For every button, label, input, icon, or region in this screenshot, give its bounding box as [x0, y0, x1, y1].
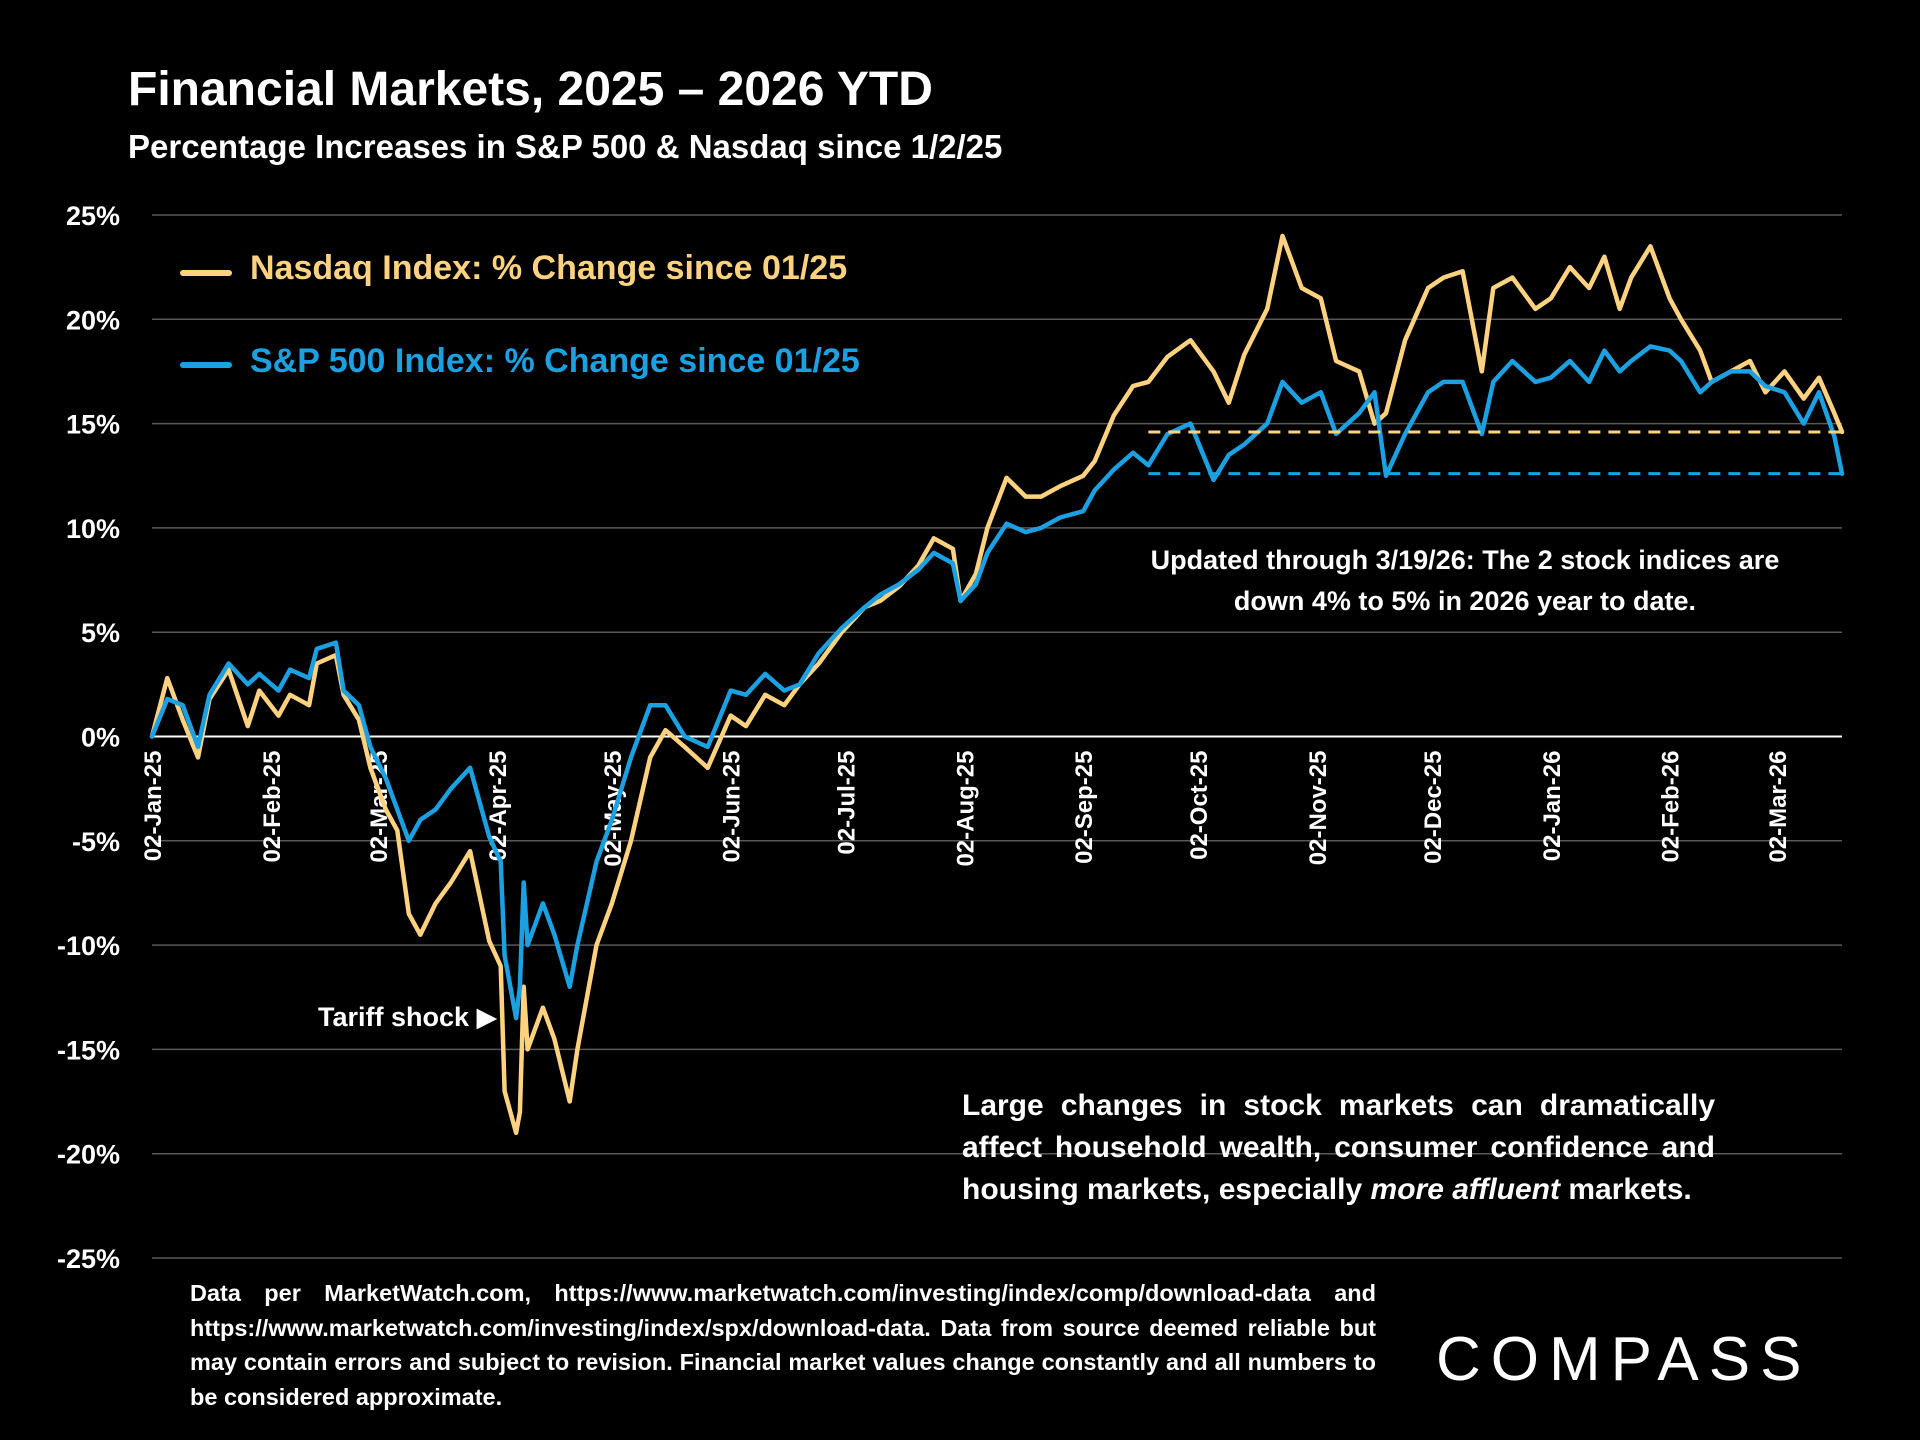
x-tick-label: 02-Sep-25 [1071, 751, 1098, 864]
y-tick-label: 20% [66, 305, 120, 335]
y-tick-label: 5% [81, 618, 120, 648]
y-tick-label: -25% [57, 1244, 120, 1274]
y-tick-label: 0% [81, 723, 120, 753]
x-tick-label: 02-Aug-25 [952, 750, 979, 866]
legend-label-nasdaq: Nasdaq Index: % Change since 01/25 [250, 249, 848, 287]
updated-note: Updated through 3/19/26: The 2 stock ind… [1150, 545, 1780, 616]
x-tick-label: 02-Dec-25 [1420, 751, 1447, 864]
note-text-emphasis: more affluent [1370, 1173, 1560, 1206]
compass-logo: COMPASS [1436, 1325, 1812, 1394]
x-tick-label: 02-Jul-25 [834, 751, 861, 855]
x-tick-label: 02-Feb-25 [259, 751, 286, 863]
x-tick-label: 02-Jan-26 [1539, 751, 1566, 862]
tariff-shock-text: Tariff shock [318, 1002, 470, 1032]
x-tick-label: 02-Oct-25 [1186, 751, 1213, 860]
legend-swatch-sp500 [180, 362, 232, 368]
x-tick-label: 02-Jan-25 [140, 751, 167, 862]
y-tick-label: 15% [66, 410, 120, 440]
y-tick-label: -15% [57, 1035, 120, 1065]
tariff-shock-label: Tariff shock ▶ [318, 1002, 497, 1033]
sp500-series-line [149, 344, 1845, 1021]
legend-label-sp500: S&P 500 Index: % Change since 01/25 [250, 342, 860, 380]
y-tick-label: -20% [57, 1140, 120, 1170]
note-text-pre: Large changes in stock markets can drama… [962, 1089, 1715, 1206]
x-tick-label: 02-Feb-26 [1658, 751, 1685, 863]
x-tick-label: 02-Jun-25 [719, 751, 746, 863]
nasdaq-series-line [149, 233, 1845, 1136]
legend-swatch-nasdaq [180, 270, 232, 276]
note-text-post: markets. [1560, 1173, 1692, 1206]
x-tick-label: 02-Mar-26 [1765, 751, 1792, 863]
y-tick-label: 10% [66, 514, 120, 544]
chart-subtitle: Percentage Increases in S&P 500 & Nasdaq… [128, 128, 1003, 165]
household-wealth-note: Large changes in stock markets can drama… [962, 1085, 1715, 1211]
source-note: Data per MarketWatch.com, https://www.ma… [190, 1280, 1376, 1410]
y-tick-label: -5% [72, 827, 120, 857]
x-tick-label: 02-Apr-25 [485, 751, 512, 862]
y-tick-label: -10% [57, 931, 120, 961]
x-tick-label: 02-Nov-25 [1305, 751, 1332, 866]
chart-title: Financial Markets, 2025 – 2026 YTD [128, 63, 933, 116]
right-triangle-icon: ▶ [476, 1002, 498, 1032]
y-tick-label: 25% [66, 201, 120, 231]
